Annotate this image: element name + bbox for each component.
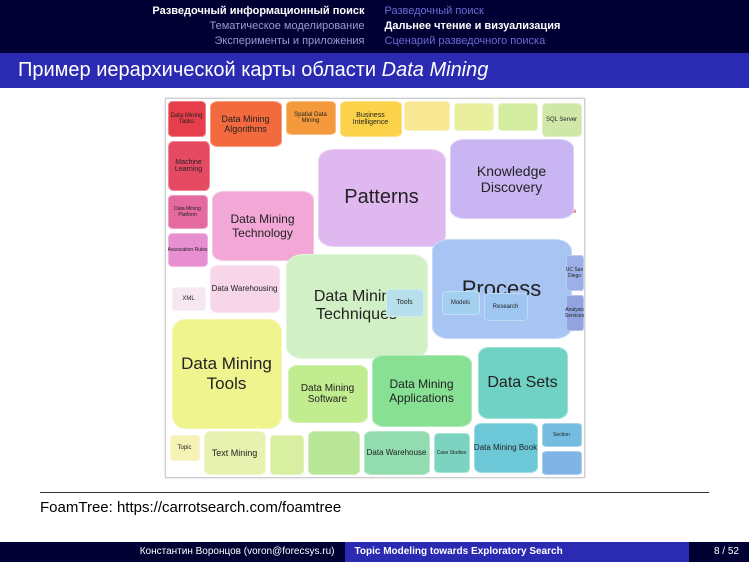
foam-cell[interactable]: UC San Diego (566, 255, 584, 291)
foam-cell[interactable]: Case Studies (434, 433, 470, 473)
foam-cell[interactable]: Data Sets (478, 347, 568, 419)
foam-cell[interactable]: Data Mining Book (474, 423, 538, 473)
header-right-col: Разведочный поискДальнее чтение и визуал… (375, 0, 749, 53)
foam-cell[interactable]: Data Mining Tools (172, 319, 282, 429)
foam-cell[interactable]: Data Mining Applications (372, 355, 472, 427)
foam-cell[interactable] (454, 103, 494, 131)
foam-cell[interactable] (498, 103, 538, 131)
foam-cell[interactable]: Data Warehousing (210, 265, 280, 313)
foam-cell[interactable]: Data Warehouse (364, 431, 430, 475)
foam-cell[interactable]: Topic (170, 435, 200, 461)
foam-cell[interactable]: Research (484, 293, 528, 321)
foam-cell[interactable]: Section (542, 423, 582, 447)
footer-page: 8 / 52 (689, 542, 749, 562)
foam-cell[interactable]: XML (172, 287, 206, 311)
nav-section[interactable]: Тематическое моделирование (10, 19, 365, 34)
foam-cell[interactable] (542, 451, 582, 475)
nav-subsection[interactable]: Разведочный поиск (385, 4, 740, 19)
foam-cell[interactable]: Models (442, 291, 480, 315)
foam-cell[interactable]: SQL Server (542, 103, 582, 137)
foam-cell[interactable]: Text Mining (204, 431, 266, 475)
foamtree-visualization: FoamTree Data Mining TasksData Mining Al… (165, 98, 585, 478)
slide-title: Пример иерархической карты области Data … (0, 53, 749, 88)
foam-cell[interactable]: Spatial Data Mining (286, 101, 336, 135)
foam-cell[interactable]: Business Intelligence (340, 101, 402, 137)
nav-section[interactable]: Разведочный информационный поиск (10, 4, 365, 19)
slide-header: Разведочный информационный поискТематиче… (0, 0, 749, 53)
foam-cell[interactable]: Data Mining Technology (212, 191, 314, 261)
nav-subsection[interactable]: Дальнее чтение и визуализация (385, 19, 740, 34)
foam-cell[interactable]: Analysis Services (566, 295, 584, 331)
slide-footer: Константин Воронцов (voron@forecsys.ru) … (0, 542, 749, 562)
header-left-col: Разведочный информационный поискТематиче… (0, 0, 375, 53)
foam-cell[interactable]: Data Mining Software (288, 365, 368, 423)
foam-cell[interactable] (404, 101, 450, 131)
foam-cell[interactable]: Tools (386, 289, 424, 317)
foam-cell[interactable]: Data Mining Algorithms (210, 101, 282, 147)
foam-cell[interactable] (270, 435, 304, 475)
nav-subsection[interactable]: Сценарий разведочного поиска (385, 34, 740, 49)
title-italic: Data Mining (382, 59, 489, 81)
foam-cell[interactable]: Data Mining Platform (168, 195, 208, 229)
foam-cell[interactable] (308, 431, 360, 475)
footer-talk: Topic Modeling towards Exploratory Searc… (345, 542, 690, 562)
slide-content: FoamTree Data Mining TasksData Mining Al… (0, 88, 749, 542)
nav-section[interactable]: Эксперименты и приложения (10, 34, 365, 49)
title-prefix: Пример иерархической карты области (18, 59, 382, 81)
foam-cell[interactable]: Machine Learning (168, 141, 210, 191)
foam-cell[interactable]: Association Rules (168, 233, 208, 267)
foam-cell[interactable]: Knowledge Discovery (450, 139, 574, 219)
caption: FoamTree: https://carrotsearch.com/foamt… (40, 492, 709, 516)
foam-cell[interactable]: Data Mining Tasks (168, 101, 206, 137)
footer-author: Константин Воронцов (voron@forecsys.ru) (0, 542, 345, 562)
foam-cell[interactable]: Patterns (318, 149, 446, 247)
foam-cell[interactable]: Process (432, 239, 572, 339)
